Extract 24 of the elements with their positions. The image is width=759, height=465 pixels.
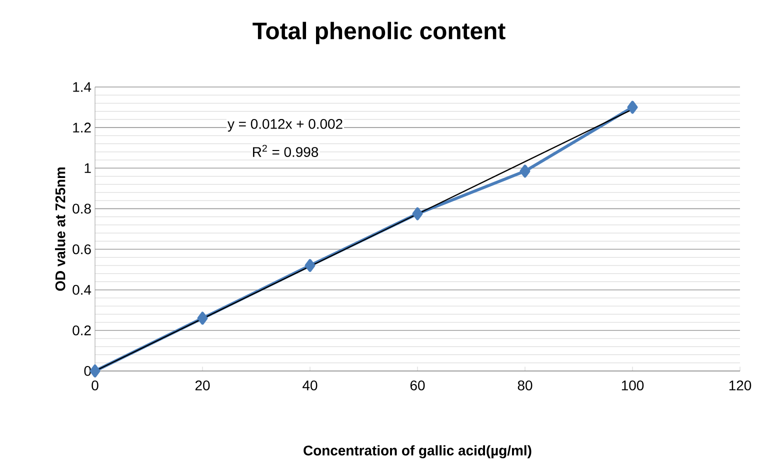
x-tick-label: 80 xyxy=(518,380,532,390)
x-tick-label: 60 xyxy=(410,380,425,390)
point xyxy=(197,312,208,325)
x-tick-label: 120 xyxy=(729,380,752,390)
x-tick-label: 0 xyxy=(92,380,98,390)
y-tick-label: 1.2 xyxy=(73,122,91,132)
y-tick-label: 1 xyxy=(84,163,91,173)
y-tick-label: 0.6 xyxy=(72,244,91,254)
x-tick-label: 100 xyxy=(622,380,644,390)
x-tick-label: 20 xyxy=(195,380,210,390)
x-tick-label: 40 xyxy=(302,380,318,390)
y-tick-label: 0.2 xyxy=(72,325,91,336)
y-tick-label: 0.4 xyxy=(72,284,92,295)
x-axis-title: Concentration of gallic acid(µg/ml) xyxy=(304,445,532,458)
y-tick-label: 0.8 xyxy=(72,204,91,214)
y-tick-label: 1.4 xyxy=(73,82,92,92)
annotation: y = 0.012x + 0.002 xyxy=(228,118,342,132)
point xyxy=(627,100,638,114)
point xyxy=(412,207,423,220)
y-axis-title: OD value at 725nm xyxy=(55,167,66,291)
annotation: R$^{2}$ = 0.998 xyxy=(253,144,318,157)
chart-title: Total phenolic content xyxy=(252,22,506,44)
point xyxy=(304,259,316,272)
point xyxy=(520,164,530,178)
